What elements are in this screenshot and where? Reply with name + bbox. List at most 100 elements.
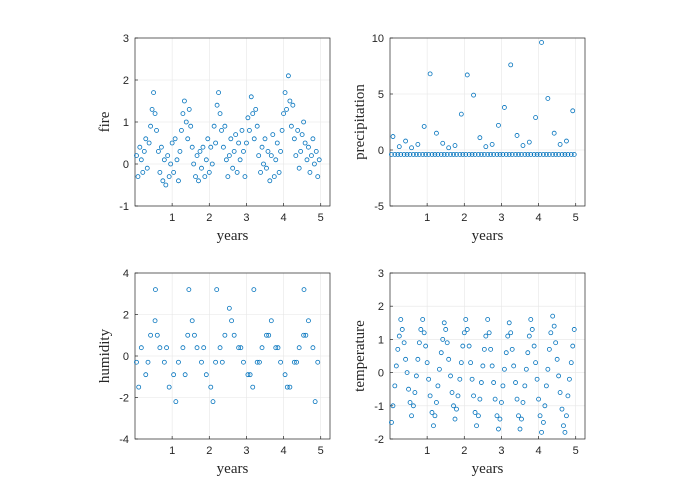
data-point bbox=[310, 345, 316, 351]
data-point bbox=[448, 373, 453, 379]
data-point bbox=[398, 152, 404, 157]
data-point bbox=[553, 340, 559, 346]
data-point bbox=[463, 317, 469, 322]
data-point bbox=[516, 152, 521, 157]
data-point bbox=[143, 372, 149, 378]
data-point bbox=[208, 144, 214, 150]
data-point bbox=[302, 140, 308, 146]
data-point bbox=[403, 356, 409, 362]
data-point bbox=[135, 174, 141, 180]
data-point bbox=[416, 340, 422, 346]
data-point bbox=[149, 107, 155, 112]
data-point bbox=[185, 332, 191, 338]
data-point bbox=[176, 178, 181, 184]
data-point bbox=[571, 152, 577, 157]
data-point bbox=[539, 40, 544, 45]
data-point bbox=[511, 363, 517, 369]
data-point bbox=[409, 145, 414, 151]
data-point bbox=[537, 413, 543, 419]
data-point bbox=[151, 90, 156, 95]
y-tick-label: 0 bbox=[123, 159, 129, 171]
data-point bbox=[225, 174, 231, 180]
data-point bbox=[245, 372, 251, 378]
data-point bbox=[464, 327, 470, 332]
data-point bbox=[155, 148, 161, 154]
data-point bbox=[460, 343, 466, 349]
data-point bbox=[485, 152, 491, 157]
data-point bbox=[165, 153, 171, 159]
data-point bbox=[409, 413, 414, 419]
data-point bbox=[161, 359, 167, 365]
data-point bbox=[144, 165, 150, 171]
data-point bbox=[256, 153, 262, 159]
data-point bbox=[245, 115, 251, 121]
data-point bbox=[434, 400, 439, 405]
data-point bbox=[143, 136, 149, 142]
data-point bbox=[523, 366, 529, 372]
data-point bbox=[238, 345, 244, 351]
data-point bbox=[399, 327, 405, 332]
x-tick-label: 2 bbox=[206, 212, 212, 224]
data-point bbox=[435, 152, 441, 157]
data-point bbox=[264, 165, 269, 171]
data-point bbox=[545, 366, 551, 372]
data-point bbox=[413, 373, 419, 379]
data-point bbox=[438, 350, 444, 356]
data-point bbox=[242, 174, 248, 180]
data-point bbox=[452, 416, 458, 422]
data-point bbox=[424, 360, 430, 366]
data-point bbox=[441, 152, 447, 157]
data-point bbox=[562, 152, 568, 157]
data-point bbox=[410, 152, 416, 157]
data-point bbox=[281, 111, 286, 116]
data-point bbox=[423, 152, 429, 157]
data-point bbox=[559, 406, 565, 412]
data-point bbox=[444, 340, 450, 346]
data-point bbox=[138, 345, 144, 351]
data-point bbox=[250, 111, 256, 116]
data-point bbox=[295, 127, 301, 133]
data-point bbox=[494, 413, 500, 419]
x-axis-label: years bbox=[472, 461, 504, 477]
data-point bbox=[458, 111, 464, 117]
y-tick-label: 2 bbox=[378, 301, 384, 313]
data-point bbox=[180, 345, 186, 351]
data-point bbox=[244, 140, 249, 146]
data-point bbox=[452, 143, 458, 148]
data-point bbox=[287, 98, 293, 104]
data-point bbox=[188, 123, 194, 129]
data-point bbox=[550, 313, 556, 319]
data-point bbox=[485, 317, 491, 322]
data-point bbox=[278, 148, 284, 154]
x-tick-label: 2 bbox=[206, 445, 212, 457]
data-point bbox=[503, 350, 509, 356]
data-point bbox=[259, 144, 265, 150]
data-point bbox=[451, 403, 456, 409]
data-point bbox=[171, 372, 177, 378]
data-point bbox=[301, 332, 307, 338]
data-point bbox=[389, 419, 394, 425]
data-point bbox=[413, 152, 419, 157]
data-point bbox=[474, 423, 479, 429]
data-point bbox=[182, 372, 188, 378]
data-point bbox=[466, 343, 472, 349]
data-point bbox=[154, 332, 160, 338]
data-point bbox=[531, 343, 537, 349]
data-point bbox=[501, 105, 507, 110]
data-point bbox=[505, 333, 511, 339]
data-point bbox=[431, 423, 436, 429]
data-point bbox=[296, 345, 302, 351]
data-point bbox=[239, 127, 245, 133]
data-point bbox=[266, 332, 272, 338]
data-point bbox=[247, 372, 253, 378]
data-point bbox=[389, 152, 394, 157]
data-point bbox=[176, 359, 181, 365]
data-point bbox=[222, 123, 228, 129]
data-point bbox=[506, 320, 512, 326]
data-point bbox=[395, 152, 401, 157]
data-point bbox=[161, 157, 167, 163]
data-point bbox=[393, 363, 399, 369]
data-point bbox=[258, 169, 263, 175]
data-point bbox=[254, 123, 260, 129]
